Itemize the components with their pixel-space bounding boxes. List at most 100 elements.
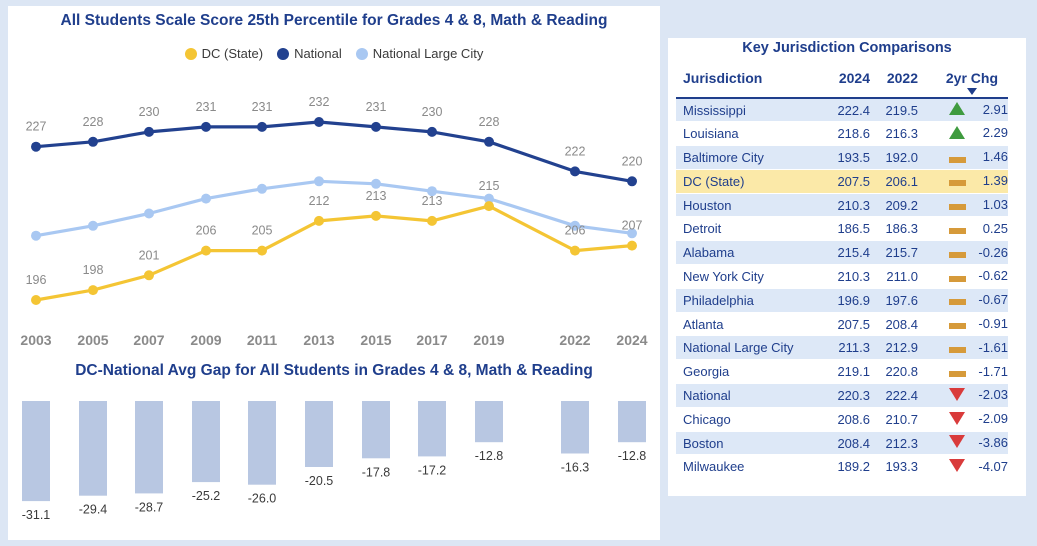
chg-value: -0.91 bbox=[978, 316, 1008, 332]
cell-2022: 212.9 bbox=[870, 335, 918, 361]
cell-2yr-chg: 2.91 bbox=[918, 98, 1008, 123]
cell-2022: 208.4 bbox=[870, 312, 918, 337]
data-label: 231 bbox=[366, 100, 387, 114]
jurisdiction-table: Jurisdiction 2024 2022 2yr Chg Mississip… bbox=[676, 64, 1008, 480]
flat-bar-icon bbox=[948, 275, 966, 282]
cell-2022: 219.5 bbox=[870, 98, 918, 123]
cell-jurisdiction: DC (State) bbox=[676, 169, 826, 194]
data-point bbox=[371, 121, 381, 132]
cell-2024: 211.3 bbox=[826, 335, 870, 361]
data-point bbox=[31, 295, 41, 305]
data-point bbox=[371, 210, 381, 221]
data-label: 212 bbox=[309, 194, 330, 208]
cell-2yr-chg: -2.09 bbox=[918, 407, 1008, 432]
data-label: 222 bbox=[565, 144, 586, 158]
down-triangle-icon bbox=[949, 411, 965, 425]
flat-bar-icon bbox=[948, 251, 966, 258]
flat-bar-icon bbox=[948, 323, 966, 330]
data-point bbox=[201, 245, 211, 256]
cell-2024: 210.3 bbox=[826, 264, 870, 289]
data-point bbox=[314, 117, 324, 127]
cell-2yr-chg: -1.61 bbox=[918, 335, 1008, 361]
cell-2yr-chg: 1.46 bbox=[918, 145, 1008, 170]
cell-2022: 186.3 bbox=[870, 216, 918, 242]
flat-bar-icon bbox=[948, 180, 966, 187]
data-point bbox=[31, 230, 41, 241]
header-2022: 2022 bbox=[870, 64, 918, 99]
cell-2yr-chg: 0.25 bbox=[918, 216, 1008, 242]
cell-2024: 196.9 bbox=[826, 288, 870, 313]
data-point bbox=[570, 245, 580, 256]
legend-dot-icon bbox=[355, 47, 368, 60]
data-point bbox=[257, 245, 267, 256]
x-tick-label: 2017 bbox=[416, 332, 447, 348]
cell-2yr-chg: -0.91 bbox=[918, 312, 1008, 337]
line-chart: 196 198 201 206 205 212 213 213 215 206 207 227 228 2… bbox=[20, 95, 647, 348]
cell-2024: 210.3 bbox=[826, 193, 870, 218]
bar-value-label: -29.4 bbox=[79, 503, 108, 517]
up-triangle-icon bbox=[949, 125, 965, 139]
bar-value-label: -12.8 bbox=[475, 449, 504, 463]
cell-2024: 208.6 bbox=[826, 407, 870, 432]
chg-value: 2.91 bbox=[982, 101, 1008, 117]
data-point bbox=[257, 121, 267, 132]
cell-2yr-chg: -2.03 bbox=[918, 383, 1008, 408]
gap-bar bbox=[475, 401, 503, 443]
data-label: 230 bbox=[139, 105, 160, 119]
data-label: 206 bbox=[565, 224, 586, 238]
cell-2022: 193.3 bbox=[870, 454, 918, 480]
data-point bbox=[627, 240, 637, 251]
table-row: Atlanta 207.5 208.4 -0.91 bbox=[676, 312, 1008, 337]
legend-label: National bbox=[294, 46, 342, 61]
data-point bbox=[88, 285, 98, 296]
flat-bar-icon bbox=[948, 346, 966, 353]
bar-value-label: -16.3 bbox=[561, 461, 590, 475]
cell-jurisdiction: Baltimore City bbox=[676, 145, 826, 170]
chg-value: 1.03 bbox=[982, 197, 1008, 213]
down-triangle-icon bbox=[949, 387, 965, 401]
cell-2yr-chg: -0.62 bbox=[918, 264, 1008, 289]
cell-2024: 193.5 bbox=[826, 145, 870, 170]
table-row: National 220.3 222.4 -2.03 bbox=[676, 383, 1008, 408]
table-row: Houston 210.3 209.2 1.03 bbox=[676, 193, 1008, 218]
table-row: Baltimore City 193.5 192.0 1.46 bbox=[676, 145, 1008, 170]
data-label: 201 bbox=[139, 248, 160, 262]
table-row: Georgia 219.1 220.8 -1.71 bbox=[676, 359, 1008, 385]
cell-jurisdiction: Alabama bbox=[676, 240, 826, 266]
bar-chart-title: DC-National Avg Gap for All Students in … bbox=[75, 362, 593, 379]
cell-2022: 222.4 bbox=[870, 383, 918, 408]
sort-descending-icon bbox=[967, 88, 977, 95]
chg-value: 0.25 bbox=[982, 220, 1008, 236]
data-point bbox=[31, 141, 41, 152]
data-label: 227 bbox=[26, 120, 47, 134]
data-label: 206 bbox=[196, 224, 217, 238]
data-label: 228 bbox=[479, 115, 500, 129]
data-point bbox=[144, 208, 154, 219]
data-point bbox=[88, 136, 98, 147]
x-tick-label: 2007 bbox=[133, 332, 164, 348]
cell-2024: 222.4 bbox=[826, 98, 870, 123]
up-triangle-icon bbox=[949, 102, 965, 116]
cell-2yr-chg: 1.03 bbox=[918, 193, 1008, 218]
cell-2022: 210.7 bbox=[870, 407, 918, 432]
x-tick-label: 2019 bbox=[473, 332, 504, 348]
header-2yr-chg[interactable]: 2yr Chg bbox=[918, 64, 1008, 99]
data-label: 215 bbox=[479, 179, 500, 193]
cell-jurisdiction: Philadelphia bbox=[676, 288, 826, 313]
data-point bbox=[427, 215, 437, 226]
data-point bbox=[427, 126, 437, 137]
cell-2024: 186.5 bbox=[826, 216, 870, 242]
bar-value-label: -25.2 bbox=[192, 489, 221, 503]
charts-panel: All Students Scale Score 25th Percentile… bbox=[8, 6, 660, 540]
series-line-national bbox=[35, 120, 633, 183]
cell-2024: 208.4 bbox=[826, 431, 870, 456]
x-tick-label: 2022 bbox=[559, 332, 590, 348]
cell-2022: 192.0 bbox=[870, 145, 918, 170]
cell-2022: 212.3 bbox=[870, 431, 918, 456]
cell-2024: 215.4 bbox=[826, 240, 870, 266]
cell-2022: 206.1 bbox=[870, 169, 918, 194]
cell-jurisdiction: Georgia bbox=[676, 359, 826, 385]
gap-bar bbox=[22, 401, 50, 502]
line-chart-title: All Students Scale Score 25th Percentile… bbox=[60, 12, 608, 29]
chg-value: 2.29 bbox=[982, 125, 1008, 141]
